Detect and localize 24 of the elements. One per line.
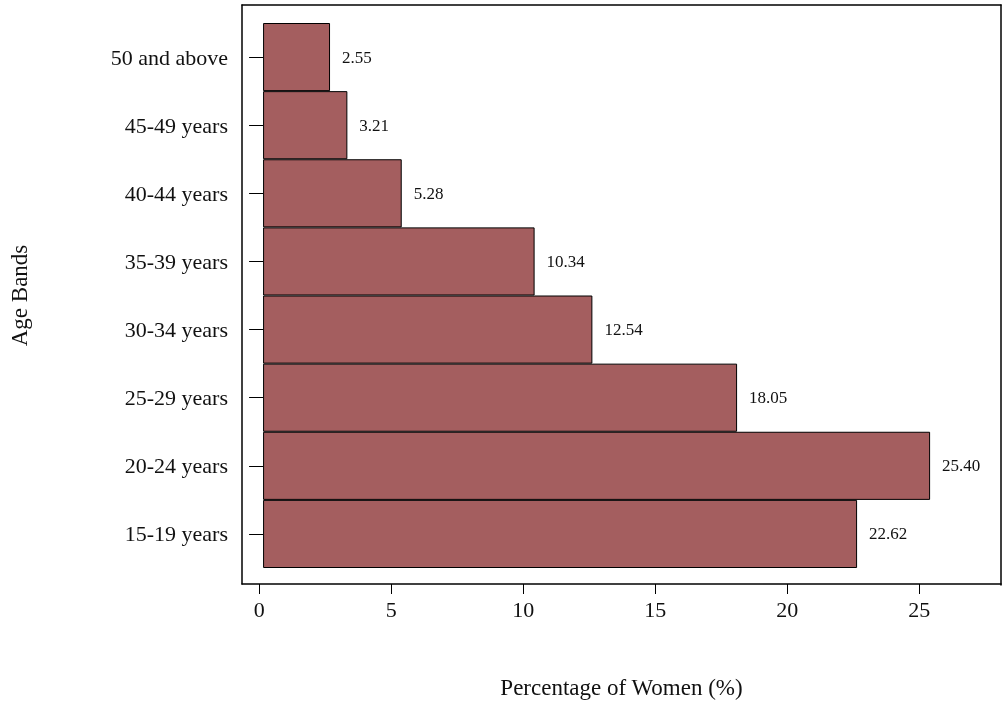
x-tick-label: 10 <box>512 596 535 622</box>
data-label: 18.05 <box>749 388 788 408</box>
x-axis-title: Percentage of Women (%) <box>500 675 743 700</box>
x-tick-label: 20 <box>776 596 799 622</box>
y-tick-label: 45-49 years <box>124 112 228 138</box>
x-tick-label: 25 <box>908 596 931 622</box>
y-tick-label: 25-29 years <box>124 385 228 411</box>
data-label: 22.62 <box>869 524 908 544</box>
y-tick-label: 50 and above <box>110 44 228 70</box>
y-axis-title: Age Bands <box>7 244 32 347</box>
data-label: 25.40 <box>942 456 981 476</box>
data-label: 5.28 <box>413 183 444 203</box>
y-tick-label: 35-39 years <box>124 248 228 274</box>
x-tick-label: 5 <box>385 596 397 622</box>
data-label: 3.21 <box>359 115 390 135</box>
y-tick-label: 15-19 years <box>124 521 228 547</box>
y-tick-label: 20-24 years <box>124 453 228 479</box>
data-label: 12.54 <box>604 320 644 340</box>
y-tick-label: 30-34 years <box>124 317 228 343</box>
x-tick-label: 0 <box>253 596 265 622</box>
x-tick-label: 15 <box>644 596 667 622</box>
data-label: 10.34 <box>546 251 586 271</box>
data-label: 2.55 <box>342 47 372 67</box>
y-tick-label: 40-44 years <box>124 180 228 206</box>
